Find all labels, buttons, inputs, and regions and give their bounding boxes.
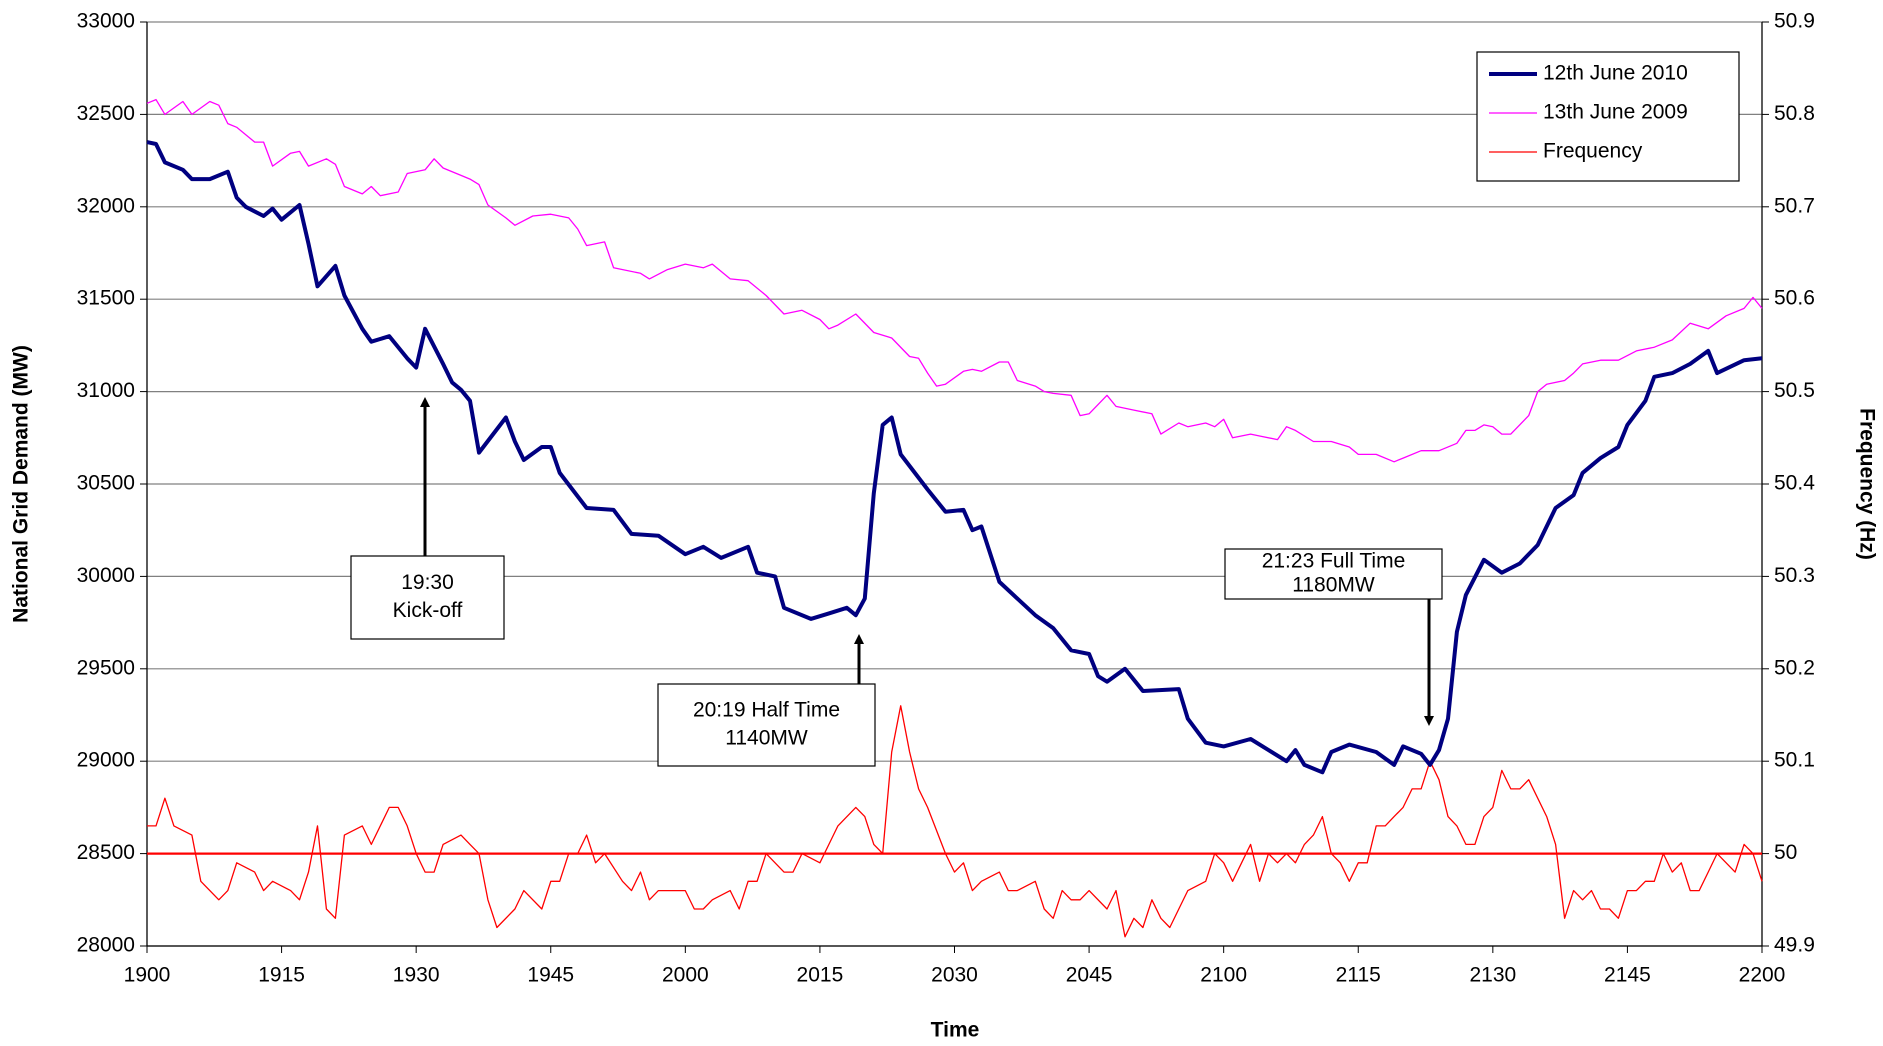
y2-tick-label: 50.9: [1774, 10, 1815, 33]
x-axis-title: Time: [931, 1019, 980, 1042]
y2-tick-label: 50.2: [1774, 656, 1815, 679]
x-tick-label: 2045: [1066, 964, 1113, 987]
x-tick-label: 1945: [527, 964, 574, 987]
x-tick-label: 2000: [662, 964, 709, 987]
annotation-text: 19:30: [401, 571, 454, 594]
x-tick-label: 2145: [1604, 964, 1651, 987]
y-tick-label: 30500: [77, 472, 135, 495]
x-tick-label: 2030: [931, 964, 978, 987]
annotation-box: [1224, 548, 1443, 600]
x-tick-label: 2015: [797, 964, 844, 987]
y-tick-label: 32500: [77, 102, 135, 125]
y2-tick-label: 50: [1774, 841, 1797, 864]
y-tick-label: 29000: [77, 749, 135, 772]
y-axis-title: National Grid Demand (MW): [10, 345, 33, 623]
y-tick-label: 31500: [77, 287, 135, 310]
y2-tick-label: 50.7: [1774, 194, 1815, 217]
annotation-text: 20:19 Half Time: [693, 699, 840, 722]
series-line: [147, 705, 1763, 938]
x-tick-label: 2100: [1200, 964, 1247, 987]
series-line: [146, 140, 1763, 775]
annotation-text: 21:23 Full Time: [1262, 550, 1406, 573]
x-tick-label: 1930: [393, 964, 440, 987]
legend-label: Frequency: [1543, 140, 1643, 163]
legend-label: 13th June 2009: [1543, 101, 1688, 124]
annotation-box: [350, 555, 505, 640]
y-tick-label: 32000: [77, 194, 135, 217]
y2-tick-label: 50.3: [1774, 564, 1815, 587]
y-tick-label: 30000: [77, 564, 135, 587]
annotation-text: 1140MW: [725, 727, 808, 750]
annotation-text: 1180MW: [1292, 574, 1375, 597]
annotation-box: [657, 683, 876, 767]
y2-tick-label: 50.5: [1774, 379, 1815, 402]
y2-tick-label: 49.9: [1774, 934, 1815, 957]
y2-axis-title: Frequency (Hz): [1855, 408, 1878, 560]
x-tick-label: 1915: [258, 964, 305, 987]
x-tick-label: 2200: [1739, 964, 1786, 987]
y2-tick-label: 50.1: [1774, 749, 1815, 772]
series-line: [146, 98, 1763, 463]
y-tick-label: 28500: [77, 841, 135, 864]
x-tick-label: 2130: [1469, 964, 1516, 987]
y2-tick-label: 50.6: [1774, 287, 1815, 310]
y2-tick-label: 50.8: [1774, 102, 1815, 125]
x-tick-label: 2115: [1336, 964, 1381, 987]
x-tick-label: 1900: [124, 964, 171, 987]
y-tick-label: 33000: [77, 10, 135, 33]
y-tick-label: 29500: [77, 656, 135, 679]
annotation-text: Kick-off: [393, 599, 463, 622]
legend-label: 12th June 2010: [1543, 62, 1688, 85]
y-tick-label: 28000: [77, 934, 135, 957]
y2-tick-label: 50.4: [1774, 472, 1815, 495]
y-tick-label: 31000: [77, 379, 135, 402]
